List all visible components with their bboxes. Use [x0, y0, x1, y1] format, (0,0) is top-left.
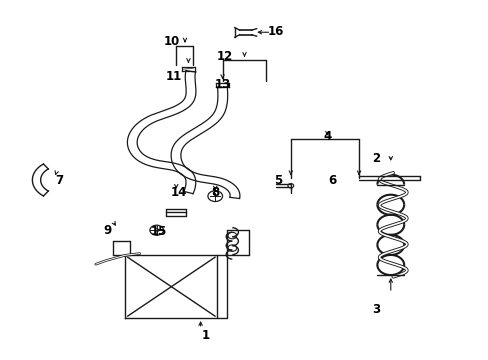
Text: 3: 3 — [371, 303, 380, 316]
Text: 11: 11 — [165, 69, 182, 82]
Text: 8: 8 — [211, 186, 219, 199]
Text: 12: 12 — [216, 50, 233, 63]
Text: 16: 16 — [267, 25, 284, 38]
Text: 2: 2 — [371, 152, 380, 165]
Text: 9: 9 — [103, 224, 112, 237]
Text: 15: 15 — [151, 225, 167, 238]
Text: 10: 10 — [163, 35, 179, 49]
Text: 5: 5 — [274, 174, 282, 186]
Text: 1: 1 — [201, 329, 209, 342]
Text: 4: 4 — [323, 130, 331, 144]
Text: 7: 7 — [55, 174, 63, 186]
Text: 13: 13 — [214, 78, 230, 91]
Text: 14: 14 — [170, 186, 186, 199]
Text: 6: 6 — [327, 174, 336, 186]
